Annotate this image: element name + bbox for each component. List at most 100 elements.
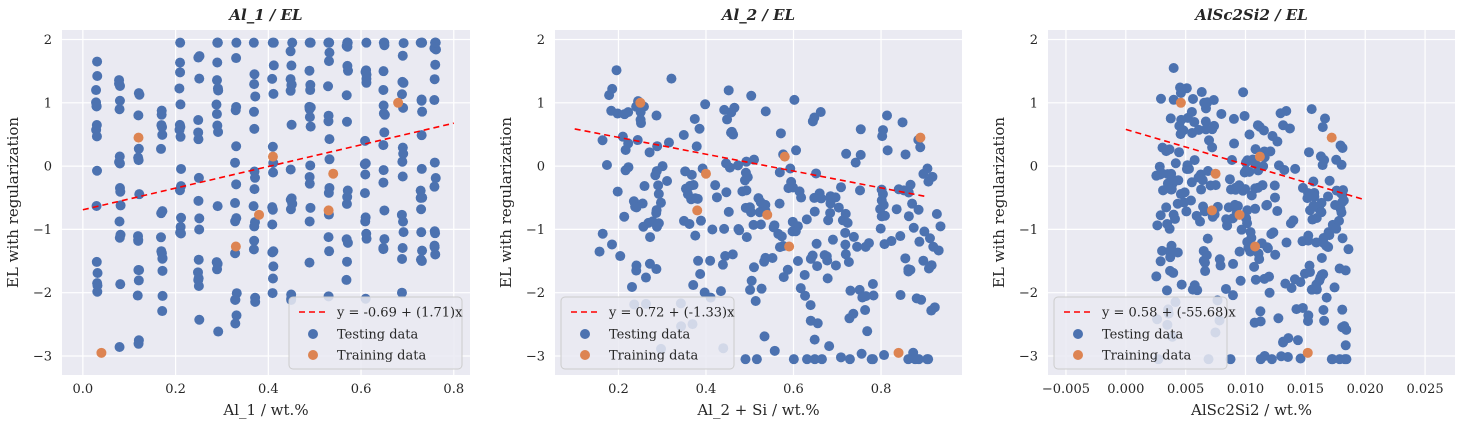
- training-data-point: [393, 97, 404, 108]
- legend-training-label: Training data: [337, 349, 426, 364]
- legend-training-swatch: [308, 350, 318, 360]
- testing-data-point: [807, 250, 818, 261]
- testing-data-point: [855, 185, 866, 196]
- testing-data-point: [268, 167, 279, 178]
- testing-data-point: [231, 37, 242, 48]
- testing-data-point: [250, 91, 261, 102]
- legend-box: [1053, 296, 1228, 370]
- testing-data-point: [788, 354, 799, 365]
- testing-data-point: [782, 264, 793, 275]
- testing-data-point: [1318, 233, 1329, 244]
- testing-data-point: [417, 245, 428, 256]
- testing-data-point: [737, 186, 748, 197]
- testing-data-point: [416, 163, 427, 174]
- testing-data-point: [304, 216, 315, 227]
- testing-data-point: [133, 155, 144, 166]
- testing-data-point: [305, 121, 316, 132]
- testing-data-point: [249, 184, 260, 195]
- training-data-point: [254, 209, 265, 220]
- testing-data-point: [249, 69, 260, 80]
- training-data-point: [1326, 132, 1337, 143]
- testing-data-point: [678, 130, 689, 141]
- testing-data-point: [175, 221, 186, 232]
- testing-data-point: [174, 119, 185, 130]
- testing-data-point: [360, 216, 371, 227]
- testing-data-point: [719, 223, 730, 234]
- testing-data-point: [304, 257, 315, 268]
- testing-data-point: [193, 195, 204, 206]
- testing-data-point: [361, 37, 372, 48]
- testing-data-point: [854, 284, 865, 295]
- testing-data-point: [1320, 113, 1331, 124]
- testing-data-point: [699, 287, 710, 298]
- testing-data-point: [1305, 205, 1316, 216]
- testing-data-point: [1239, 167, 1250, 178]
- panel-title: Al_2 / EL: [720, 6, 795, 24]
- training-data-point: [1234, 209, 1245, 220]
- testing-data-point: [1316, 252, 1327, 263]
- testing-data-point: [1152, 220, 1163, 231]
- testing-data-point: [1227, 290, 1238, 301]
- x-tick-label: 0.2: [608, 382, 629, 397]
- testing-data-point: [855, 149, 866, 160]
- testing-data-point: [1224, 174, 1235, 185]
- testing-data-point: [193, 273, 204, 284]
- testing-data-point: [1268, 227, 1279, 238]
- y-tick-label: −3: [526, 350, 545, 365]
- testing-data-point: [1337, 304, 1348, 315]
- testing-data-point: [341, 234, 352, 245]
- testing-data-point: [1338, 185, 1349, 196]
- testing-data-point: [1193, 172, 1204, 183]
- testing-data-point: [341, 40, 352, 51]
- testing-data-point: [1316, 207, 1327, 218]
- testing-data-point: [341, 274, 352, 285]
- testing-data-point: [1164, 223, 1175, 234]
- testing-data-point: [682, 189, 693, 200]
- testing-data-point: [1202, 165, 1213, 176]
- testing-data-point: [323, 81, 334, 92]
- testing-data-point: [1303, 310, 1314, 321]
- x-tick-label: 0.6: [783, 382, 804, 397]
- testing-data-point: [268, 246, 279, 257]
- testing-data-point: [378, 84, 389, 95]
- x-tick-label: 0.4: [696, 382, 717, 397]
- x-tick-label: 0.4: [258, 382, 279, 397]
- testing-data-point: [1331, 154, 1342, 165]
- testing-data-point: [343, 65, 354, 76]
- testing-data-point: [647, 216, 658, 227]
- training-data-point: [692, 205, 703, 216]
- testing-data-point: [248, 201, 259, 212]
- testing-data-point: [133, 275, 144, 286]
- training-data-point: [784, 241, 795, 252]
- testing-data-point: [662, 176, 673, 187]
- testing-data-point: [416, 130, 427, 141]
- testing-data-point: [1239, 110, 1250, 121]
- testing-data-point: [1209, 120, 1220, 131]
- testing-data-point: [360, 135, 371, 146]
- testing-data-point: [1280, 278, 1291, 289]
- y-tick-label: 0: [44, 160, 52, 175]
- testing-data-point: [787, 226, 798, 237]
- testing-data-point: [924, 233, 935, 244]
- testing-data-point: [211, 99, 222, 110]
- testing-data-point: [361, 77, 372, 88]
- testing-data-point: [895, 231, 906, 242]
- testing-data-point: [379, 127, 390, 138]
- testing-data-point: [213, 126, 224, 137]
- testing-data-point: [397, 253, 408, 264]
- testing-data-point: [635, 118, 646, 129]
- testing-data-point: [230, 318, 241, 329]
- testing-data-point: [1303, 230, 1314, 241]
- testing-data-point: [597, 135, 608, 146]
- y-tick-label: 2: [1030, 33, 1038, 48]
- testing-data-point: [1275, 108, 1286, 119]
- testing-data-point: [651, 207, 662, 218]
- testing-data-point: [1165, 113, 1176, 124]
- testing-data-point: [745, 284, 756, 295]
- testing-data-point: [1221, 214, 1232, 225]
- testing-data-point: [1196, 87, 1207, 98]
- testing-data-point: [415, 185, 426, 196]
- x-axis-label: Al_1 / wt.%: [222, 401, 308, 419]
- testing-data-point: [1278, 120, 1289, 131]
- testing-data-point: [1208, 95, 1219, 106]
